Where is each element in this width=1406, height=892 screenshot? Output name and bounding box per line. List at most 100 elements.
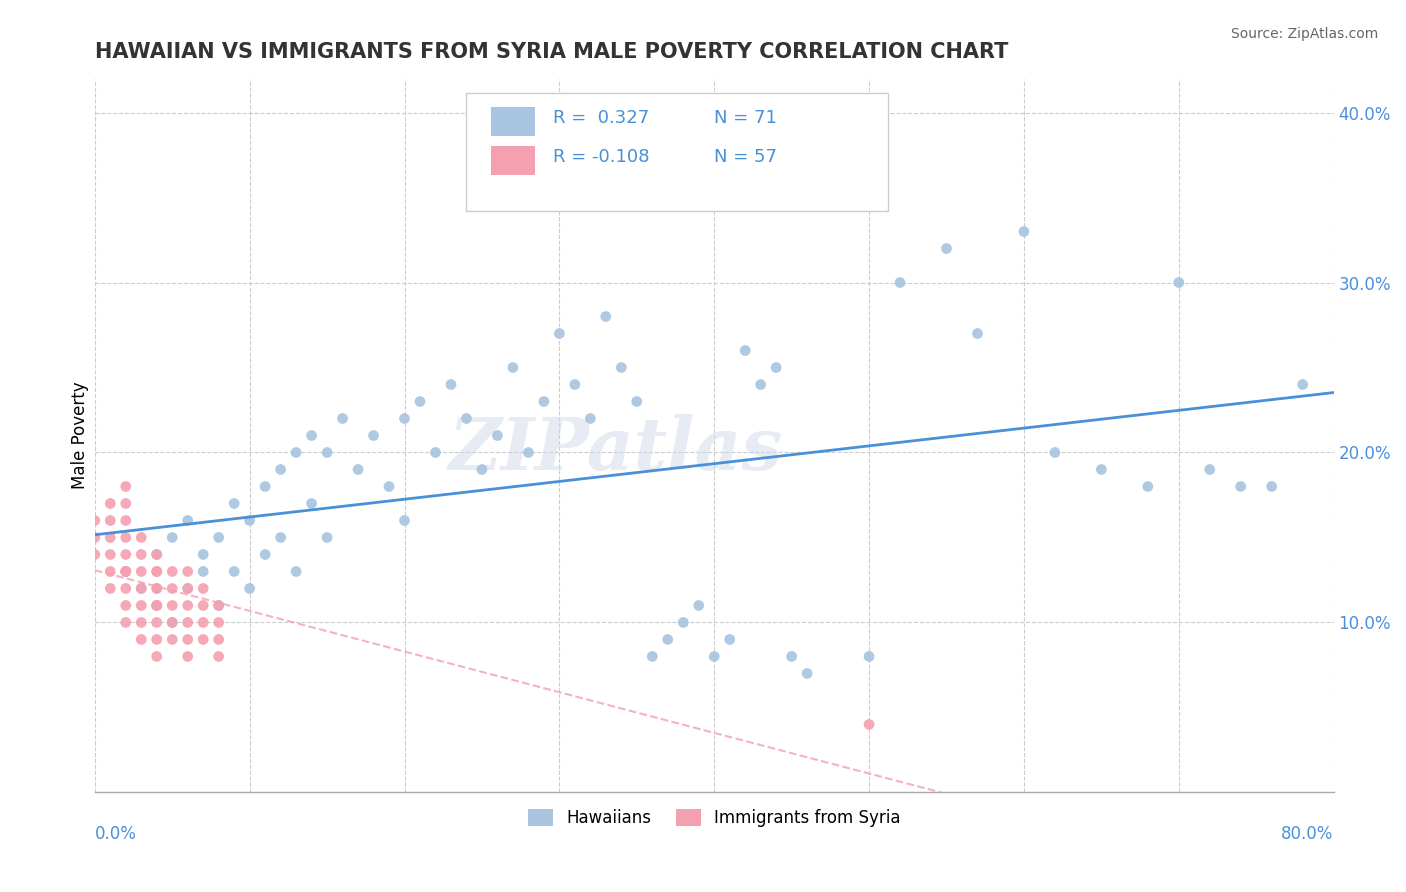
Point xyxy=(98,496,121,510)
Point xyxy=(378,479,401,493)
Point xyxy=(208,599,231,613)
Point xyxy=(177,649,200,664)
Point xyxy=(129,615,152,630)
Point xyxy=(114,513,136,527)
Point xyxy=(409,394,432,409)
Point xyxy=(1292,377,1315,392)
Point xyxy=(270,462,292,476)
Point xyxy=(270,531,292,545)
Point xyxy=(83,548,105,562)
Point xyxy=(966,326,988,341)
Point xyxy=(316,445,339,459)
Point xyxy=(114,582,136,596)
Point xyxy=(486,428,509,442)
Point xyxy=(239,582,262,596)
Point xyxy=(363,428,385,442)
Point xyxy=(440,377,463,392)
Point xyxy=(208,649,231,664)
Point xyxy=(224,565,246,579)
Point xyxy=(301,428,323,442)
Point xyxy=(193,615,215,630)
Point xyxy=(193,582,215,596)
Point xyxy=(83,531,105,545)
Point xyxy=(129,531,152,545)
Point xyxy=(145,548,167,562)
Point xyxy=(193,599,215,613)
Point xyxy=(858,649,880,664)
Point xyxy=(193,632,215,647)
Point xyxy=(564,377,586,392)
Point xyxy=(796,666,818,681)
Point xyxy=(98,513,121,527)
Point xyxy=(935,242,957,256)
Point xyxy=(177,599,200,613)
FancyBboxPatch shape xyxy=(491,146,534,175)
Point xyxy=(1229,479,1251,493)
Point xyxy=(160,582,183,596)
Point xyxy=(254,548,277,562)
Point xyxy=(254,479,277,493)
Point xyxy=(98,582,121,596)
Point xyxy=(129,599,152,613)
Point xyxy=(177,565,200,579)
Point xyxy=(517,445,540,459)
Point xyxy=(502,360,524,375)
Point xyxy=(83,513,105,527)
Point xyxy=(657,632,679,647)
Point xyxy=(160,565,183,579)
Point xyxy=(703,649,725,664)
Point xyxy=(780,649,803,664)
Point xyxy=(548,326,571,341)
Point xyxy=(145,548,167,562)
Point xyxy=(889,276,911,290)
Point xyxy=(533,394,555,409)
Point xyxy=(301,496,323,510)
Text: HAWAIIAN VS IMMIGRANTS FROM SYRIA MALE POVERTY CORRELATION CHART: HAWAIIAN VS IMMIGRANTS FROM SYRIA MALE P… xyxy=(94,42,1008,62)
Point xyxy=(734,343,756,358)
Point xyxy=(610,360,633,375)
Point xyxy=(749,377,772,392)
Point xyxy=(394,513,416,527)
Point xyxy=(114,531,136,545)
Point xyxy=(160,615,183,630)
Point xyxy=(394,411,416,425)
Point xyxy=(145,565,167,579)
Point xyxy=(285,445,308,459)
Point xyxy=(145,565,167,579)
Point xyxy=(177,582,200,596)
Text: R = -0.108: R = -0.108 xyxy=(553,148,650,166)
Point xyxy=(129,632,152,647)
Legend: Hawaiians, Immigrants from Syria: Hawaiians, Immigrants from Syria xyxy=(522,803,907,834)
Point xyxy=(425,445,447,459)
Point xyxy=(718,632,741,647)
Point xyxy=(765,360,787,375)
Point xyxy=(239,513,262,527)
Point xyxy=(160,632,183,647)
Point xyxy=(1136,479,1159,493)
Point xyxy=(145,632,167,647)
Point xyxy=(1012,225,1035,239)
Point xyxy=(145,582,167,596)
Point xyxy=(316,531,339,545)
Point xyxy=(114,599,136,613)
Point xyxy=(193,565,215,579)
Point xyxy=(208,531,231,545)
Point xyxy=(208,632,231,647)
Point xyxy=(145,582,167,596)
Point xyxy=(114,565,136,579)
Point xyxy=(672,615,695,630)
Point xyxy=(98,531,121,545)
Point xyxy=(1260,479,1282,493)
Point xyxy=(114,548,136,562)
Point xyxy=(114,479,136,493)
Point xyxy=(858,717,880,731)
Point xyxy=(129,582,152,596)
Point xyxy=(177,632,200,647)
Text: N = 57: N = 57 xyxy=(714,148,778,166)
Point xyxy=(579,411,602,425)
Point xyxy=(177,513,200,527)
Point xyxy=(177,615,200,630)
Point xyxy=(688,599,710,613)
Point xyxy=(177,582,200,596)
Point xyxy=(193,548,215,562)
